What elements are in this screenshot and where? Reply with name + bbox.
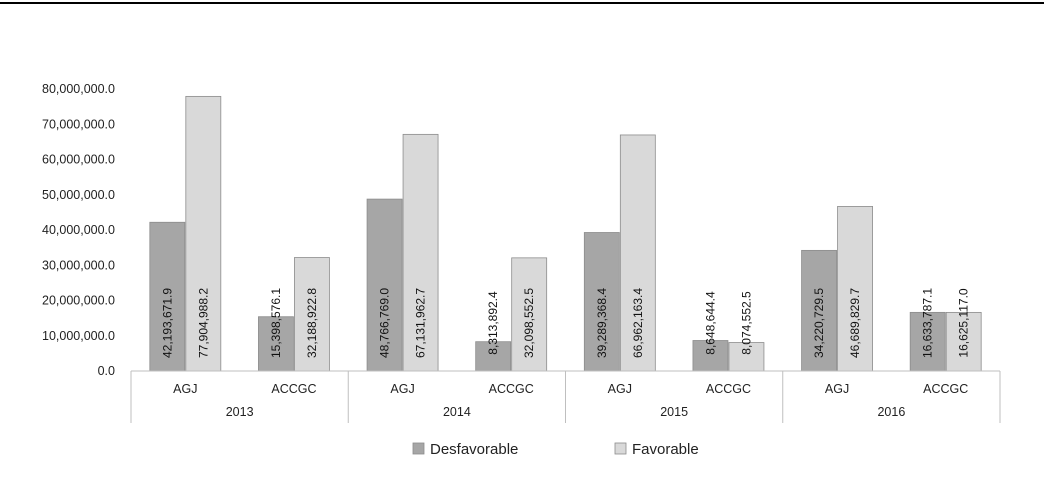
y-tick-label: 80,000,000.0 <box>42 82 115 96</box>
bar-desfavorable-2016-accgc <box>909 311 946 372</box>
y-tick-label: 30,000,000.0 <box>42 258 115 272</box>
value-label: 15,398,576.1 <box>269 288 283 358</box>
legend: Desfavorable Favorable <box>412 441 699 458</box>
value-label: 16,625,117.0 <box>957 288 971 358</box>
bar-favorable-2014-agj <box>402 133 439 372</box>
x-category-label: ACCGC <box>489 382 534 396</box>
x-axis: AGJ ACCGC 2013 AGJ ACCGC 2014 AGJ ACCGC 2015 AGJ A… <box>130 370 1001 423</box>
x-category-label: AGJ <box>608 382 632 396</box>
bar-favorable-2013-accgc <box>294 257 330 372</box>
value-label: 67,131,962.7 <box>414 288 428 358</box>
bar-favorable-2016-agj <box>837 206 873 372</box>
value-label: 32,188,922.8 <box>305 288 319 358</box>
legend-swatch-desfavorable <box>412 442 425 455</box>
x-group-label: 2015 <box>660 405 688 419</box>
bars <box>149 95 982 372</box>
y-axis: 0.0 10,000,000.0 20,000,000.0 30,000,000.0 4… <box>42 82 115 378</box>
value-label: 16,633,787.1 <box>921 288 935 358</box>
bar-desfavorable-2014-accgc <box>475 341 512 372</box>
value-label: 8,074,552.5 <box>739 291 753 355</box>
bar-desfavorable-2014-agj <box>366 198 403 372</box>
value-label: 42,193,671.9 <box>160 288 174 358</box>
y-tick-label: 0.0 <box>98 364 115 378</box>
x-group-label: 2014 <box>443 405 471 419</box>
legend-swatch-favorable <box>614 442 627 455</box>
x-category-label: ACCGC <box>923 382 968 396</box>
value-label: 77,904,988.2 <box>196 288 210 358</box>
value-label: 46,689,829.7 <box>848 288 862 358</box>
value-label: 66,962,163.4 <box>631 288 645 358</box>
value-label: 8,648,644.4 <box>703 291 717 355</box>
value-label: 48,766,769.0 <box>378 288 392 358</box>
value-label: 32,098,552.5 <box>522 288 536 358</box>
x-group-label: 2016 <box>877 405 905 419</box>
bar-favorable-2014-accgc <box>511 257 548 372</box>
value-label: 34,220,729.5 <box>812 288 826 358</box>
y-tick-label: 40,000,000.0 <box>42 223 115 237</box>
bar-desfavorable-2016-agj <box>801 249 837 372</box>
bar-favorable-2015-agj <box>619 134 656 372</box>
bar-desfavorable-2015-agj <box>583 232 620 372</box>
x-category-label: ACCGC <box>271 382 316 396</box>
x-category-label: AGJ <box>390 382 414 396</box>
bar-desfavorable-2015-accgc <box>692 340 729 372</box>
bar-favorable-2013-agj <box>185 95 222 372</box>
x-category-label: AGJ <box>825 382 849 396</box>
y-tick-label: 70,000,000.0 <box>42 117 115 131</box>
bar-favorable-2015-accgc <box>728 342 765 372</box>
x-category-label: ACCGC <box>706 382 751 396</box>
x-group-label: 2013 <box>226 405 254 419</box>
value-label: 8,313,892.4 <box>486 291 500 355</box>
legend-label-favorable: Favorable <box>632 441 699 458</box>
legend-label-desfavorable: Desfavorable <box>430 441 518 458</box>
value-label: 39,289,368.4 <box>595 288 609 358</box>
y-tick-label: 60,000,000.0 <box>42 153 115 167</box>
x-category-label: AGJ <box>173 382 197 396</box>
y-tick-label: 20,000,000.0 <box>42 294 115 308</box>
y-tick-label: 10,000,000.0 <box>42 329 115 343</box>
y-tick-label: 50,000,000.0 <box>42 188 115 202</box>
value-labels: 42,193,671.9 77,904,988.2 15,398,576.1 32,1… <box>160 288 970 358</box>
